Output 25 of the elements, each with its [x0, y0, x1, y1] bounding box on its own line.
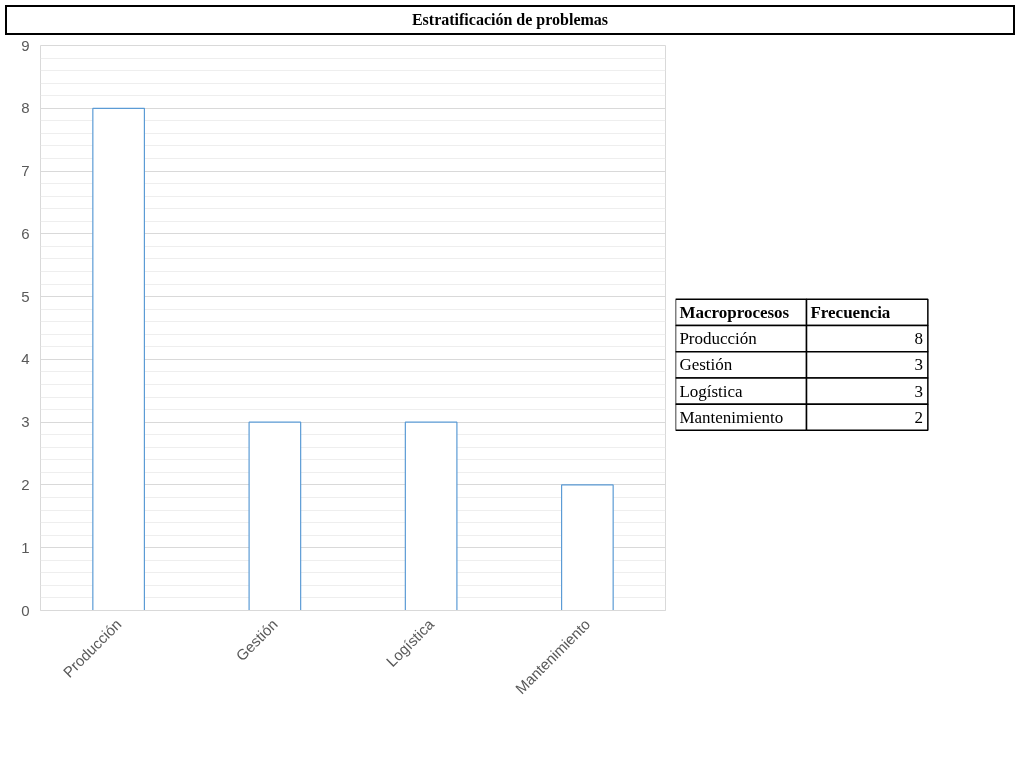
y-tick-label: 9 — [21, 36, 30, 54]
y-tick-label: 3 — [21, 413, 30, 431]
y-tick-label: 7 — [21, 162, 30, 180]
category-label: Mantenimiento — [679, 407, 784, 427]
data-label: 2 — [914, 407, 923, 427]
y-tick-label: 4 — [21, 350, 30, 368]
text: Macroprocesos — [679, 302, 790, 322]
chart-title: Estratificación de problemas — [411, 10, 609, 31]
category-label: Producción — [679, 329, 758, 349]
y-tick-label: 0 — [21, 601, 30, 619]
data-label: 3 — [914, 381, 923, 401]
bar — [248, 421, 302, 611]
category-label: Logística — [679, 381, 744, 401]
data-label: 3 — [914, 355, 923, 375]
category-label: Gestión — [679, 355, 733, 375]
bar — [92, 107, 146, 611]
data-label: 8 — [914, 329, 923, 349]
y-tick-label: 1 — [21, 538, 30, 556]
bar — [560, 484, 614, 611]
y-tick-label: 5 — [21, 287, 30, 305]
y-tick-label: 8 — [21, 99, 30, 117]
y-tick-label: 6 — [21, 224, 30, 242]
text: Frecuencia — [810, 302, 891, 322]
bar — [404, 421, 458, 611]
y-tick-label: 2 — [21, 475, 30, 493]
